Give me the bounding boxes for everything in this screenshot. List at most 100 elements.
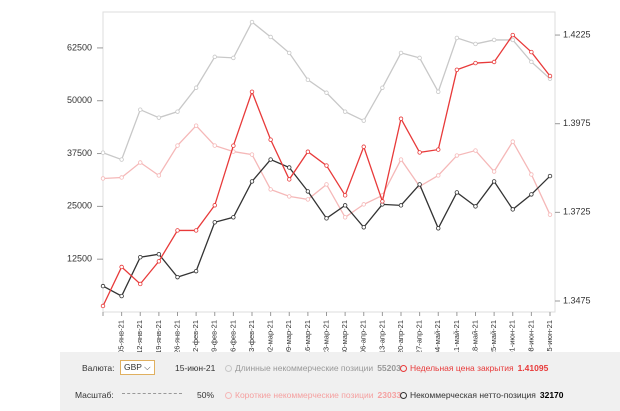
point	[100, 176, 106, 181]
scale-label: Масштаб:	[75, 390, 114, 400]
scale-slider[interactable]	[122, 393, 182, 394]
point	[491, 179, 497, 184]
point	[342, 215, 348, 220]
point	[398, 157, 404, 162]
point	[138, 107, 143, 112]
point	[156, 259, 162, 264]
point	[193, 228, 199, 233]
point	[473, 41, 478, 47]
point	[361, 118, 366, 123]
y-tick-label: 62500	[67, 42, 92, 52]
point	[324, 216, 329, 221]
point	[547, 212, 553, 217]
point	[231, 55, 236, 61]
point	[175, 109, 180, 114]
x-tick-label: 12-янв-21	[135, 320, 144, 352]
point	[268, 137, 273, 142]
point	[529, 172, 534, 177]
point	[398, 203, 404, 208]
y-tick-label: 37500	[67, 148, 92, 158]
point	[119, 293, 124, 299]
x-tick-label: 05-янв-21	[117, 320, 126, 352]
point	[100, 303, 106, 309]
x-tick-label: 30-мар-21	[340, 320, 349, 352]
point	[324, 163, 329, 168]
point	[510, 37, 515, 43]
point	[249, 89, 255, 94]
date: 15-июн-21	[175, 363, 216, 373]
x-tick-label: 06-апр-21	[359, 320, 368, 352]
legend-price[interactable]: Недельная цена закрытия 1.41095	[400, 363, 548, 373]
point	[380, 85, 385, 90]
point	[454, 67, 460, 73]
point	[119, 157, 124, 162]
x-tick-label: 09-мар-21	[284, 320, 293, 352]
point	[324, 90, 329, 95]
x-tick-label: 08-июн-21	[526, 320, 535, 352]
point	[268, 157, 273, 162]
point	[212, 143, 217, 148]
legend-label: Некоммерческая нетто-позиция	[410, 390, 536, 400]
x-tick-label: 15-июн-21	[545, 320, 554, 352]
point	[436, 89, 441, 94]
x-tick-label: 25-май-21	[489, 320, 498, 352]
legend-net[interactable]: Некоммерческая нетто-позиция 32170	[400, 390, 564, 400]
legend-long[interactable]: Длинные некоммерческие позиции 55203	[225, 363, 401, 373]
legend-value: 32170	[539, 390, 564, 400]
currency-select[interactable]: GBP ⌵	[120, 360, 155, 375]
point	[417, 55, 422, 61]
point	[231, 215, 236, 220]
point	[193, 85, 199, 90]
point	[249, 152, 255, 157]
point	[342, 203, 348, 208]
point	[547, 173, 553, 179]
point	[491, 59, 497, 65]
point	[305, 77, 311, 83]
point	[249, 19, 255, 25]
point	[175, 143, 180, 148]
x-tick-label: 16-фев-21	[228, 320, 237, 352]
point	[231, 143, 236, 148]
point	[529, 59, 534, 65]
y2-tick-label: 1.4225	[563, 29, 591, 39]
legend-short[interactable]: Короткие некоммерческие позиции 23033	[225, 390, 401, 400]
point	[138, 281, 143, 287]
point	[175, 274, 180, 280]
point	[473, 204, 478, 209]
point	[547, 73, 553, 79]
point	[287, 165, 292, 170]
plot-area	[102, 11, 556, 313]
point	[138, 160, 143, 165]
point	[287, 194, 292, 199]
point	[361, 144, 366, 149]
x-tick-label: 02-мар-21	[266, 320, 275, 352]
point	[473, 60, 478, 66]
point	[436, 173, 441, 178]
chart: 12500 25000 37500 50000 62500 1.3475 1.3725 1.3…	[67, 11, 591, 356]
legend-label: Длинные некоммерческие позиции	[235, 363, 374, 373]
point	[193, 268, 199, 274]
point	[510, 207, 515, 212]
point	[361, 225, 366, 230]
point	[268, 187, 273, 192]
point	[156, 115, 162, 120]
x-tick-label: 23-мар-21	[321, 320, 330, 352]
legend-value: 1.41095	[517, 363, 549, 373]
x-tick-label: 11-май-21	[452, 320, 461, 352]
x-tick-label: 16-мар-21	[303, 320, 312, 352]
point	[100, 150, 106, 155]
point	[156, 251, 162, 257]
point	[342, 109, 348, 114]
x-tick-label: 19-янв-21	[154, 320, 163, 352]
legend-value: 55203	[377, 363, 401, 373]
x-tick-label: 27-апр-21	[415, 320, 424, 352]
x-tick-label: 09-фев-21	[210, 320, 219, 352]
currency-label: Валюта:	[82, 363, 115, 373]
point	[417, 182, 422, 187]
point	[138, 254, 143, 260]
point	[324, 182, 329, 187]
point	[100, 283, 106, 289]
point	[361, 202, 366, 207]
y-tick-label: 25000	[67, 201, 92, 211]
